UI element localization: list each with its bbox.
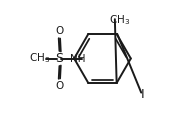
Text: CH$_3$: CH$_3$ xyxy=(29,52,51,65)
Text: CH$_3$: CH$_3$ xyxy=(109,13,130,27)
Text: I: I xyxy=(141,88,145,101)
Text: O: O xyxy=(55,81,63,91)
Text: S: S xyxy=(55,52,63,65)
Text: O: O xyxy=(55,26,63,36)
Text: NH: NH xyxy=(70,53,86,64)
